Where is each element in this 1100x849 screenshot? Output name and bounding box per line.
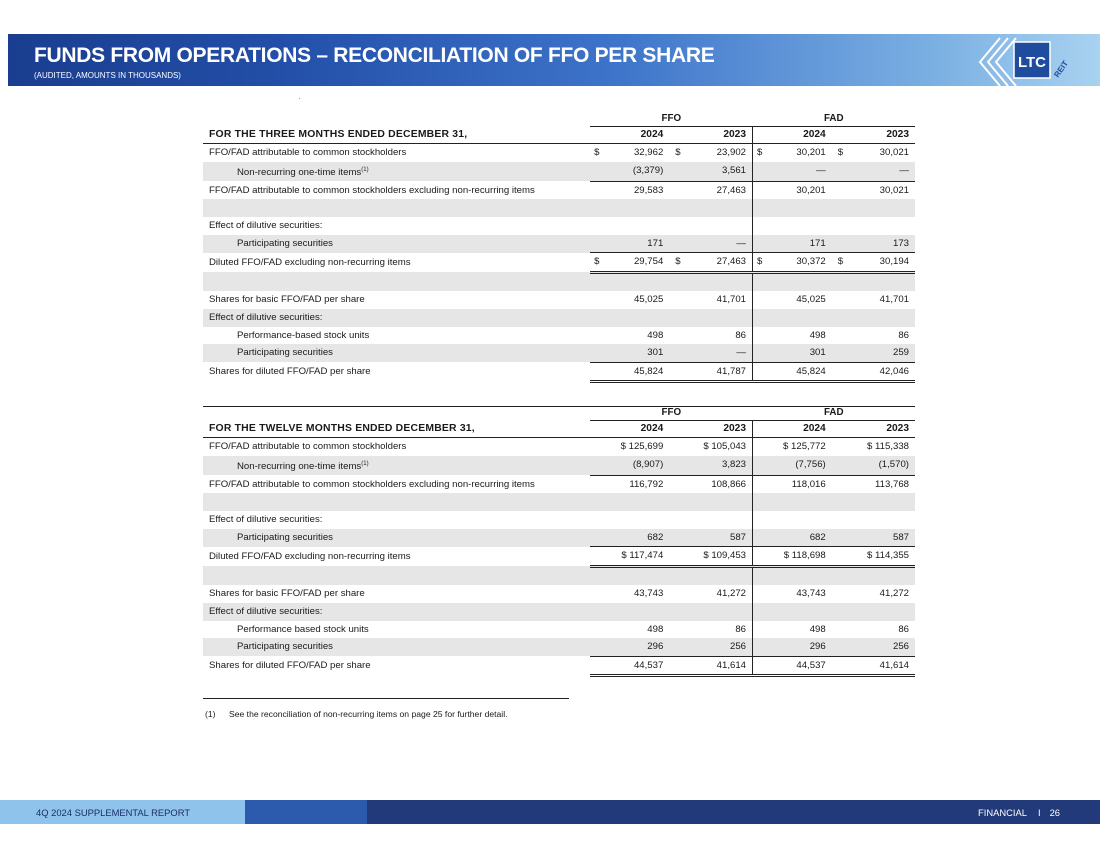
- footnote-number: (1): [205, 709, 216, 719]
- year-header: 2023: [833, 420, 915, 438]
- ltc-reit-logo: LTC REIT: [978, 37, 1070, 87]
- table-row: Effect of dilutive securities:: [203, 511, 915, 529]
- year-header: 2024: [752, 126, 834, 144]
- table-row: Effect of dilutive securities:: [203, 217, 915, 235]
- table-top-rule: [203, 406, 915, 407]
- table-row: Participating securities 301 — 301 259: [203, 344, 915, 363]
- footer-divider: I: [1037, 807, 1041, 818]
- logo-text: LTC: [1018, 54, 1046, 71]
- group-header-ffo: FFO: [590, 406, 753, 421]
- year-header: 2024: [590, 420, 672, 438]
- table-row: Effect of dilutive securities:: [203, 603, 915, 621]
- table-row: Participating securities 296 256 296 256: [203, 638, 915, 657]
- table-row: FFO/FAD attributable to common stockhold…: [203, 143, 915, 162]
- spacer-row: [203, 199, 915, 218]
- report-name: 4Q 2024 SUPPLEMENTAL REPORT: [36, 807, 191, 818]
- three-months-table: FFO FAD FOR THE THREE MONTHS ENDED DECEM…: [203, 112, 915, 384]
- page-footer: 4Q 2024 SUPPLEMENTAL REPORT FINANCIAL I 26: [0, 800, 1100, 824]
- table-row: Performance based stock units 498 86 498…: [203, 620, 915, 639]
- group-header-fad: FAD: [752, 406, 915, 421]
- section-label: FINANCIAL: [977, 807, 1027, 818]
- page-title: FUNDS FROM OPERATIONS – RECONCILIATION O…: [34, 44, 715, 67]
- year-header: 2023: [671, 126, 753, 144]
- year-header: 2023: [671, 420, 753, 438]
- spacer-row: [203, 566, 915, 586]
- year-header: 2024: [590, 126, 672, 144]
- table-row: Performance-based stock units 498 86 498…: [203, 326, 915, 345]
- footnote-rule: [203, 698, 569, 699]
- table-row: Non-recurring one-time items(1) (8,907) …: [203, 455, 915, 476]
- table-row: Participating securities 171 — 171 173: [203, 234, 915, 254]
- table-row: Participating securities 682 587 682 587: [203, 528, 915, 548]
- footnote-text: See the reconciliation of non-recurring …: [229, 709, 508, 719]
- year-header: 2024: [752, 420, 834, 438]
- table-row: FFO/FAD attributable to common stockhold…: [203, 181, 915, 200]
- logo-subtext: REIT: [1052, 59, 1070, 79]
- footnote: (1) See the reconciliation of non-recurri…: [205, 709, 508, 719]
- table-row: Shares for diluted FFO/FAD per share 44,…: [203, 656, 915, 678]
- table-row: Non-recurring one-time items(1) (3,379) …: [203, 161, 915, 182]
- spacer-row: [203, 493, 915, 512]
- group-header-fad: FAD: [752, 112, 915, 127]
- year-header: 2023: [833, 126, 915, 144]
- table-row: FFO/FAD attributable to common stockhold…: [203, 437, 915, 456]
- page-number: 26: [1049, 807, 1060, 818]
- table-row: Shares for diluted FFO/FAD per share 45,…: [203, 362, 915, 384]
- spacer-row: [203, 272, 915, 292]
- period-label: FOR THE THREE MONTHS ENDED DECEMBER 31,: [203, 126, 591, 144]
- table-row: Shares for basic FFO/FAD per share 45,02…: [203, 291, 915, 310]
- page-subtitle: (AUDITED, AMOUNTS IN THOUSANDS): [34, 71, 181, 80]
- table-row: Effect of dilutive securities:: [203, 309, 915, 327]
- page-header: FUNDS FROM OPERATIONS – RECONCILIATION O…: [8, 34, 1100, 87]
- footer-section: FINANCIAL I 26: [978, 807, 1060, 818]
- group-header-ffo: FFO: [590, 112, 753, 127]
- table-row: Shares for basic FFO/FAD per share 43,74…: [203, 585, 915, 604]
- stray-mark: [299, 98, 300, 99]
- period-label: FOR THE TWELVE MONTHS ENDED DECEMBER 31,: [203, 420, 591, 438]
- table-row: FFO/FAD attributable to common stockhold…: [203, 475, 915, 494]
- twelve-months-table: FFO FAD FOR THE TWELVE MONTHS ENDED DECE…: [203, 406, 915, 678]
- table-row: Diluted FFO/FAD excluding non-recurring …: [203, 546, 915, 568]
- table-row: Diluted FFO/FAD excluding non-recurring …: [203, 252, 915, 274]
